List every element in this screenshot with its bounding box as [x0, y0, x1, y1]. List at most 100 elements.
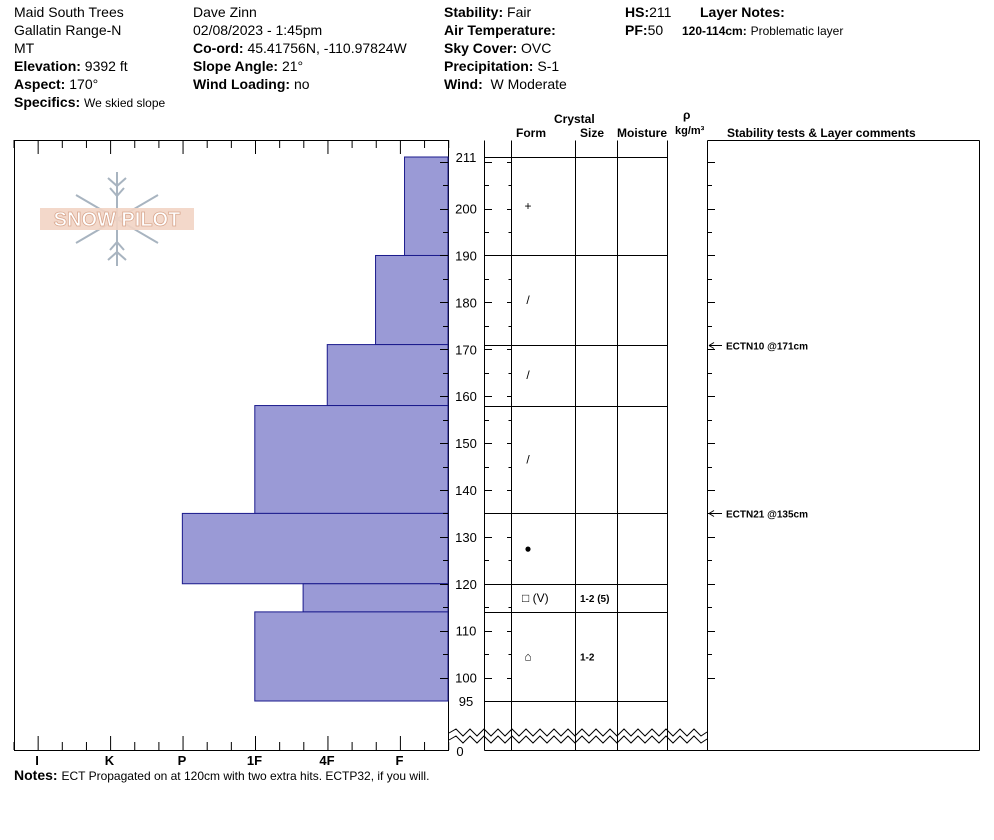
height-label: 160 — [455, 389, 477, 404]
wind-loading-label: Wind Loading: — [193, 76, 291, 92]
crystal-header: Crystal — [554, 112, 595, 126]
form-header: Form — [516, 126, 546, 140]
coord-label: Co-ord: — [193, 40, 244, 56]
hs-label: HS: — [625, 4, 650, 20]
snowpilot-logo: SNOW PILOT — [40, 172, 194, 266]
layer-notes-label: Layer Notes: — [700, 4, 785, 20]
state-name: MT — [14, 40, 35, 56]
crystal-form-symbol: + — [524, 199, 531, 213]
precip-label: Precipitation: — [444, 58, 534, 74]
hs-row: HS:211 — [625, 3, 671, 21]
coord-row: Co-ord: 45.41756N, -110.97824W — [193, 39, 407, 57]
wind-value: W Moderate — [490, 76, 567, 92]
stability-value: Fair — [507, 4, 532, 20]
hardness-label: 1F — [247, 753, 262, 768]
crystal-size: 1-2 (5) — [580, 594, 609, 605]
wind-loading-value: no — [293, 76, 310, 92]
size-header: Size — [580, 126, 605, 140]
coord-value: 45.41756N, -110.97824W — [247, 40, 407, 56]
stability-label: Stability: — [444, 4, 504, 20]
precip-value: S-1 — [537, 58, 560, 74]
air-temp-row: Air Temperature: — [444, 21, 556, 39]
crystal-form-symbol: □ (V) — [522, 591, 549, 605]
hardness-bar — [254, 405, 449, 514]
sky-row: Sky Cover: OVC — [444, 39, 551, 57]
height-label: 120 — [455, 577, 477, 592]
break-zigzag-lower — [448, 735, 708, 744]
slope-row: Slope Angle: 21° — [193, 57, 303, 75]
aspect-label: Aspect: — [14, 76, 66, 92]
hardness-bar — [404, 156, 449, 256]
specifics-value: We skied slope — [84, 96, 166, 110]
pf-row: PF:50 — [625, 21, 663, 39]
aspect-value: 170° — [69, 76, 99, 92]
hardness-bar — [302, 583, 449, 613]
height-label: 130 — [455, 530, 477, 545]
height-label: 190 — [455, 248, 477, 263]
break-zigzag-upper — [448, 728, 708, 737]
slope-label: Slope Angle: — [193, 58, 279, 74]
height-label: 110 — [456, 624, 477, 639]
logo-text: SNOW PILOT — [54, 209, 181, 231]
test-arrowhead — [708, 342, 715, 349]
hardness-bar — [326, 344, 449, 407]
height-label: 180 — [455, 295, 477, 310]
height-label: 170 — [455, 342, 477, 357]
height-label: 211 — [456, 150, 477, 165]
elevation-label: Elevation: — [14, 58, 81, 74]
stability-tests-header: Stability tests & Layer comments — [727, 126, 916, 140]
layer-note: 120-114cm: Problematic layer — [682, 21, 843, 40]
rho-header: ρ — [683, 108, 691, 122]
crystal-form-symbol: / — [526, 293, 530, 307]
notes-row: Notes: ECT Propagated on at 120cm with t… — [14, 766, 429, 785]
stability-row: Stability: Fair — [444, 3, 531, 21]
notes-label: Notes: — [14, 767, 58, 783]
height-label: 100 — [455, 671, 477, 686]
layer-note-range: 120-114cm: — [682, 24, 747, 38]
notes-text: ECT Propagated on at 120cm with two extr… — [61, 769, 430, 783]
hardness-bar — [375, 254, 449, 346]
height-label-zero: 0 — [456, 744, 463, 759]
crystal-form-symbol: / — [526, 452, 530, 466]
pf-label: PF: — [625, 22, 648, 38]
pf-value: 50 — [647, 22, 664, 38]
specifics-row: Specifics: We skied slope — [14, 93, 165, 112]
hardness-label: I — [35, 753, 39, 768]
hardness-bar — [254, 611, 449, 702]
stability-test-label: ECTN21 @135cm — [726, 510, 808, 521]
height-label: 150 — [455, 436, 477, 451]
precip-row: Precipitation: S-1 — [444, 57, 559, 75]
crystal-form-symbol: ⌂ — [524, 649, 531, 663]
height-label: 140 — [455, 483, 477, 498]
sky-label: Sky Cover: — [444, 40, 518, 56]
crystal-form-symbol: / — [526, 368, 530, 382]
layer-note-text: Problematic layer — [750, 24, 844, 38]
hs-value: 211 — [649, 4, 672, 20]
sky-value: OVC — [521, 40, 552, 56]
stability-test-label: ECTN10 @171cm — [726, 342, 808, 353]
aspect-row: Aspect: 170° — [14, 75, 98, 93]
density-unit-header: kg/m³ — [675, 125, 705, 137]
slope-value: 21° — [281, 58, 304, 74]
elevation-row: Elevation: 9392 ft — [14, 57, 128, 75]
hardness-bar — [181, 512, 449, 585]
crystal-size: 1-2 — [580, 652, 595, 663]
elevation-value: 9392 ft — [84, 58, 128, 74]
test-arrowhead — [708, 510, 715, 517]
hardness-label: K — [105, 753, 115, 768]
range-name: Gallatin Range-N — [14, 22, 122, 38]
height-label: 95 — [459, 694, 473, 709]
observer-name: Dave Zinn — [193, 4, 257, 20]
hardness-label: 4F — [319, 753, 334, 768]
height-label: 200 — [455, 202, 477, 217]
location-name: Maid South Trees — [14, 4, 124, 20]
wind-row: Wind: W Moderate — [444, 75, 567, 93]
hardness-label: F — [396, 753, 404, 768]
air-temp-label: Air Temperature: — [444, 22, 556, 38]
date-time: 02/08/2023 - 1:45pm — [193, 22, 323, 38]
crystal-form-symbol: ● — [524, 542, 531, 556]
wind-loading-row: Wind Loading: no — [193, 75, 310, 93]
moisture-header: Moisture — [617, 126, 668, 140]
specifics-label: Specifics: — [14, 94, 81, 110]
